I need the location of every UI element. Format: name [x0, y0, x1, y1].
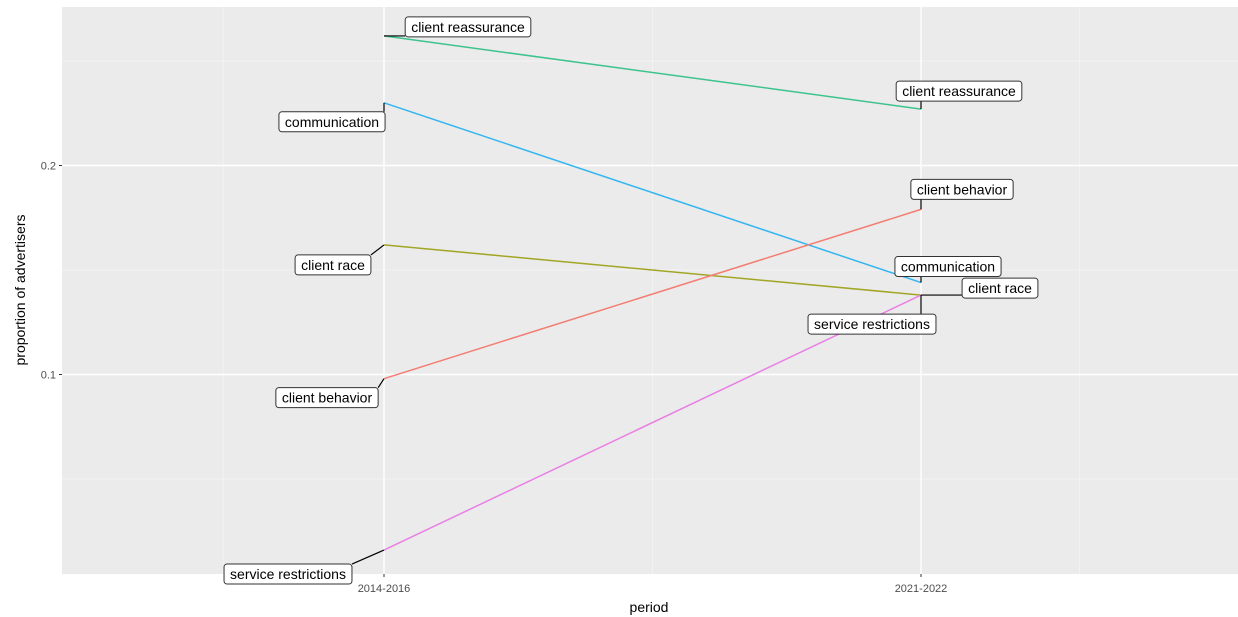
label-service-restrictions-end: service restrictions [807, 313, 937, 335]
leader-client-race [370, 244, 385, 256]
label-box [278, 111, 386, 133]
series-line-client-reassurance [383, 35, 922, 110]
series-line-communication [383, 102, 922, 284]
label-text: client reassurance [411, 19, 525, 35]
label-text: service restrictions [230, 566, 346, 582]
series-line-service-restrictions [383, 294, 922, 551]
series-labels: client reassurance client reassurance comm… [223, 16, 1039, 585]
label-client-reassurance-end: client reassurance [895, 80, 1023, 102]
label-box [895, 80, 1023, 102]
label-communication-end: communication [894, 256, 1002, 278]
leader-client-behavior [377, 378, 385, 389]
minor-gridlines [62, 7, 1238, 574]
label-leader-lines [351, 35, 963, 565]
label-service-restrictions-start: service restrictions [223, 563, 353, 585]
label-text: client race [301, 257, 365, 273]
axes: 0.1 0.2 2014-2016 2021-2022 [41, 161, 948, 596]
label-text: client behavior [282, 390, 373, 406]
label-box [275, 387, 379, 409]
series-line-client-behavior [383, 208, 922, 380]
y-tick-label: 0.1 [41, 370, 56, 382]
y-tick-label: 0.2 [41, 161, 56, 173]
label-client-race-start: client race [294, 254, 372, 276]
label-client-reassurance-start: client reassurance [404, 16, 532, 38]
x-tick-label: 2021-2022 [895, 583, 948, 595]
series-line-client-race [383, 244, 922, 296]
series-lines [383, 35, 922, 551]
label-communication-start: communication [278, 111, 386, 133]
label-text: client reassurance [902, 83, 1016, 99]
label-text: client race [968, 280, 1032, 296]
label-text: communication [901, 259, 995, 275]
label-box [223, 563, 353, 585]
label-text: service restrictions [814, 316, 930, 332]
plot-panel [62, 7, 1238, 574]
label-box [961, 277, 1039, 299]
label-box [807, 313, 937, 335]
label-box [894, 256, 1002, 278]
label-box [404, 16, 532, 38]
label-text: client behavior [917, 181, 1008, 197]
x-axis-title: period [630, 599, 669, 615]
x-tick-label: 2014-2016 [358, 583, 411, 595]
label-box [910, 178, 1014, 200]
leader-service-restrictions [351, 549, 385, 565]
label-client-race-end: client race [961, 277, 1039, 299]
label-text: communication [285, 114, 379, 130]
label-client-behavior-start: client behavior [275, 387, 379, 409]
label-box [294, 254, 372, 276]
y-axis-title: proportion of advertisers [12, 215, 28, 366]
label-client-behavior-end: client behavior [910, 178, 1014, 200]
